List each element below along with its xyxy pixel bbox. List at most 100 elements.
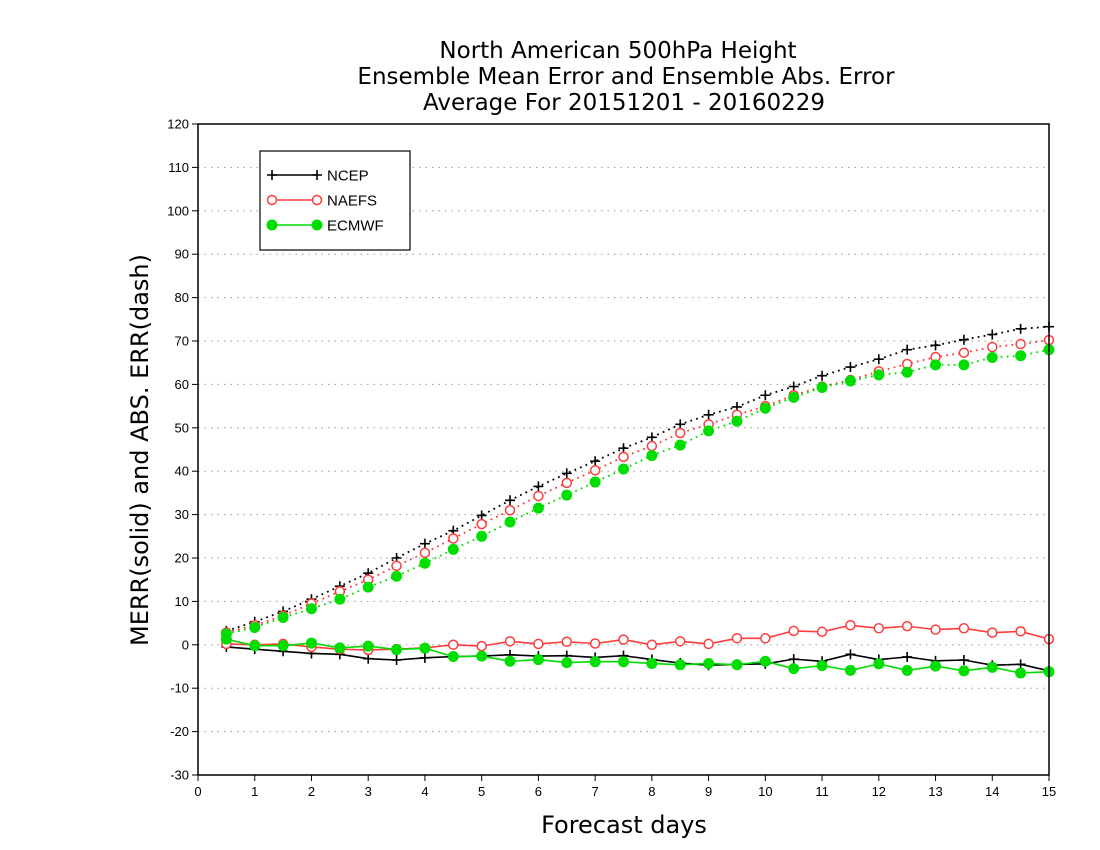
- abs-err-point: [533, 490, 544, 502]
- legend-marker: [311, 219, 323, 231]
- chart-title: North American 500hPa Height Ensemble Me…: [357, 38, 895, 116]
- abs-err-point: [618, 463, 629, 475]
- abs-err-point: [277, 611, 289, 623]
- y-tick-label: -10: [170, 681, 189, 696]
- abs-err-point: [476, 510, 487, 521]
- abs-err-point: [844, 375, 856, 387]
- series-layer: [220, 321, 1055, 679]
- merr-point: [958, 623, 970, 634]
- y-axis-ticks: -30 -20 -10 0 10 20 30 40 50 60 70 80 90 100 110 120: [167, 117, 198, 783]
- merr-line: [226, 624, 1050, 651]
- x-tick-label: 3: [365, 784, 372, 799]
- x-tick-label: 6: [535, 784, 542, 799]
- abs-err-point: [646, 450, 658, 462]
- legend-item-ecmwf: ECMWF: [266, 218, 384, 235]
- merr-point: [844, 664, 856, 676]
- x-tick-label: 4: [421, 784, 428, 799]
- abs-err-point: [391, 570, 403, 582]
- abs-err-line: [226, 348, 1050, 635]
- merr-point: [504, 636, 516, 647]
- abs-err-point: [674, 439, 686, 451]
- series-ecmwf-abs-err: [220, 344, 1055, 640]
- legend-marker: [266, 219, 278, 231]
- abs-err-point: [419, 547, 431, 559]
- series-naefs-merr: [221, 620, 1055, 656]
- merr-point: [930, 624, 941, 635]
- merr-point: [618, 656, 629, 668]
- merr-point: [249, 640, 261, 652]
- merr-point: [532, 654, 544, 666]
- abs-err-point: [873, 354, 884, 365]
- legend-items: NCEP NAEFS ECMWF: [266, 168, 384, 235]
- series-ecmwf-merr: [220, 633, 1055, 679]
- abs-err-point: [873, 369, 885, 381]
- merr-point: [476, 650, 488, 662]
- y-tick-label: 10: [175, 594, 189, 609]
- merr-point: [788, 663, 800, 675]
- x-axis-ticks: 0 1 2 3 4 5 6 7 8 9 10 11 12 13 14 15: [194, 775, 1056, 799]
- merr-point: [901, 620, 913, 632]
- merr-point: [561, 657, 573, 669]
- merr-point: [958, 665, 970, 677]
- merr-point: [363, 653, 374, 664]
- abs-err-point: [1015, 338, 1026, 350]
- x-tick-label: 12: [872, 784, 886, 799]
- x-tick-label: 5: [478, 784, 485, 799]
- merr-point: [731, 659, 743, 671]
- merr-point: [788, 625, 799, 637]
- abs-err-point: [561, 477, 573, 489]
- series-ncep-abs-err: [221, 321, 1054, 636]
- abs-err-point: [561, 468, 572, 479]
- merr-point: [986, 661, 998, 673]
- merr-point: [220, 633, 232, 645]
- y-tick-label: 110: [168, 160, 189, 175]
- abs-err-point: [305, 603, 317, 615]
- abs-err-point: [419, 538, 430, 549]
- abs-err-point: [930, 359, 942, 371]
- merr-point: [589, 656, 601, 668]
- y-tick-label: -20: [170, 724, 189, 739]
- abs-err-point: [476, 518, 487, 530]
- y-tick-label: 70: [175, 334, 189, 349]
- abs-err-point: [532, 502, 544, 514]
- x-tick-label: 9: [705, 784, 712, 799]
- merr-point: [391, 644, 403, 656]
- merr-point: [277, 640, 289, 652]
- abs-err-point: [817, 370, 828, 381]
- x-tick-label: 1: [251, 784, 258, 799]
- legend-item-naefs: NAEFS: [266, 193, 377, 210]
- legend-marker: [266, 194, 278, 206]
- abs-err-point: [760, 390, 771, 401]
- abs-err-point: [930, 340, 941, 351]
- series-naefs-abs-err: [221, 334, 1055, 638]
- merr-point: [419, 642, 431, 654]
- chart-title-line-2: Ensemble Mean Error and Ensemble Abs. Er…: [357, 64, 895, 90]
- legend-item-ncep: NCEP: [267, 168, 369, 185]
- abs-err-line: [226, 339, 1050, 634]
- abs-err-point: [958, 359, 970, 371]
- merr-point: [788, 654, 799, 665]
- x-tick-label: 11: [815, 784, 829, 799]
- abs-err-point: [759, 402, 771, 414]
- legend-label: NCEP: [327, 168, 369, 185]
- abs-err-point: [504, 505, 516, 516]
- merr-point: [731, 633, 743, 644]
- merr-point: [646, 639, 658, 651]
- merr-point: [362, 640, 374, 652]
- abs-err-point: [703, 425, 715, 437]
- y-tick-label: 90: [175, 247, 189, 262]
- merr-point: [447, 651, 459, 663]
- y-tick-label: 50: [175, 420, 189, 435]
- x-tick-label: 10: [758, 784, 772, 799]
- x-tick-label: 15: [1042, 784, 1056, 799]
- abs-err-point: [646, 432, 657, 443]
- x-tick-label: 0: [194, 784, 201, 799]
- y-tick-label: 40: [175, 464, 189, 479]
- abs-err-point: [618, 443, 629, 454]
- abs-err-point: [788, 391, 800, 403]
- abs-err-point: [987, 341, 998, 353]
- abs-err-point: [788, 381, 799, 392]
- y-tick-label: 120: [167, 117, 189, 132]
- y-tick-label: 20: [175, 551, 189, 566]
